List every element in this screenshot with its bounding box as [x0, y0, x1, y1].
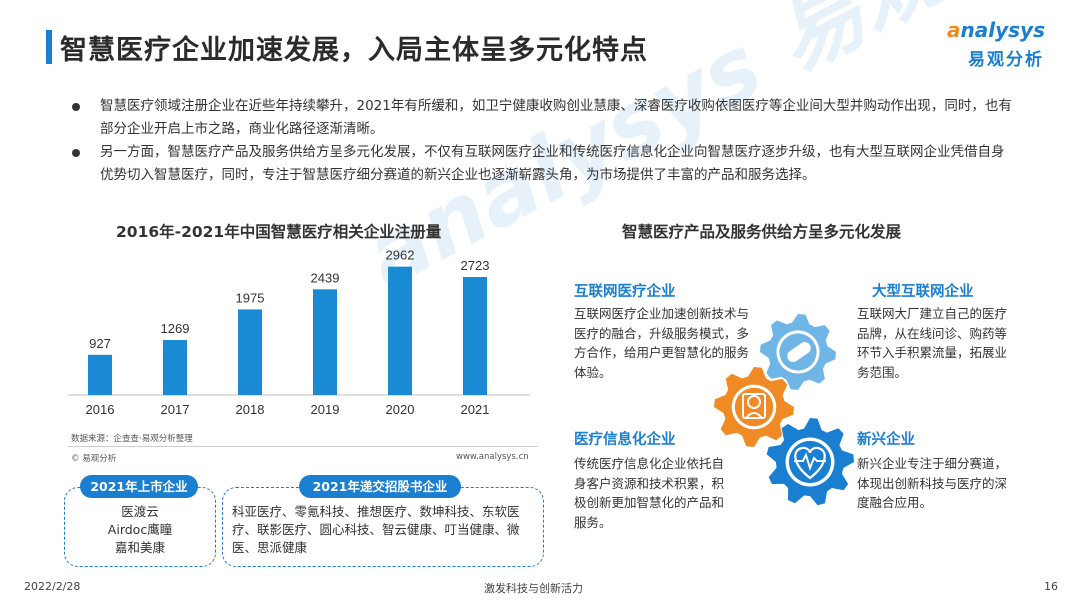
- bar: [313, 289, 337, 395]
- logo-cn: 易观分析: [968, 50, 1044, 70]
- bar-chart: 927 2016 1269 2017 1975 2018 2439 2019 2962 2020 2…: [68, 248, 530, 417]
- page-title: 智慧医疗企业加速发展，入局主体呈多元化特点: [60, 35, 648, 66]
- category-text: 互联网大厂建立自己的医疗品牌，从在线问诊、购药等环节入手积累流量，拓展业务范围。: [857, 306, 1008, 380]
- listed-company: Airdoc鹰瞳: [107, 522, 173, 537]
- heartbeat-gear-icon: [766, 418, 854, 506]
- category-title: 医疗信息化企业: [574, 432, 676, 448]
- data-label: 2439: [311, 270, 340, 285]
- bar: [388, 266, 412, 395]
- bar: [463, 277, 487, 395]
- bullet-item: 智慧医疗领域注册企业在近些年持续攀升，2021年有所缓和，如卫宁健康收购创业慧康…: [66, 95, 1016, 141]
- bullet-text: 另一方面，智慧医疗产品及服务供给方呈多元化发展，不仅有互联网医疗企业和传统医疗信…: [100, 144, 1005, 183]
- x-tick-label: 2017: [161, 402, 190, 417]
- divider: [68, 446, 538, 447]
- data-label: 2723: [461, 258, 490, 273]
- category-text: 新兴企业专注于细分赛道，体现出创新科技与医疗的深度融合应用。: [857, 456, 1008, 510]
- category-text: 传统医疗信息化企业依托自身客户资源和技术积累，积极创新更加智慧化的产品和服务。: [574, 456, 725, 530]
- ipo-label: 2021年递交招股书企业: [299, 475, 461, 498]
- listed-company: 嘉和美康: [114, 540, 165, 555]
- logo: analysys: [947, 18, 1045, 42]
- x-tick-label: 2018: [236, 402, 265, 417]
- logo-letter: a: [947, 18, 961, 42]
- chart-title: 2016年-2021年中国智慧医疗相关企业注册量: [116, 223, 442, 241]
- source-note: 数据来源：企查查·易观分析整理: [71, 434, 193, 444]
- x-tick-label: 2019: [311, 402, 340, 417]
- doctor-gear-icon: [714, 367, 794, 447]
- pill-gear-icon: [760, 314, 836, 390]
- x-tick-label: 2020: [386, 402, 415, 417]
- listed-label: 2021年上市企业: [80, 475, 198, 498]
- bullet-text: 智慧医疗领域注册企业在近些年持续攀升，2021年有所缓和，如卫宁健康收购创业慧康…: [100, 98, 1012, 137]
- ipo-companies: 科亚医疗、零氪科技、推想医疗、数坤科技、东软医疗、联影医疗、圆心科技、智云健康、…: [232, 504, 520, 555]
- listed-company: 医渡云: [121, 504, 159, 519]
- logo-word: nalysys: [960, 18, 1045, 42]
- category-title: 新兴企业: [857, 432, 915, 448]
- source-url: www.analysys.cn: [456, 452, 529, 462]
- section-title: 智慧医疗产品及服务供给方呈多元化发展: [622, 223, 902, 241]
- bullet-item: 另一方面，智慧医疗产品及服务供给方呈多元化发展，不仅有互联网医疗企业和传统医疗信…: [66, 141, 1016, 187]
- category-text: 互联网医疗企业加速创新技术与医疗的融合，升级服务模式，多方合作，给用户更智慧化的…: [574, 306, 750, 380]
- x-tick-label: 2016: [86, 402, 115, 417]
- copyright-note: © 易观分析: [71, 454, 117, 464]
- bullet-dot: [72, 103, 80, 111]
- data-label: 1975: [236, 290, 265, 305]
- data-label: 1269: [161, 321, 190, 336]
- title-accent-bar: [46, 30, 52, 64]
- bar: [88, 354, 112, 395]
- bar: [163, 340, 187, 395]
- category-title: 互联网医疗企业: [574, 284, 676, 300]
- listed-companies: 医渡云 Airdoc鹰瞳 嘉和美康: [64, 503, 216, 557]
- footer-date: 2022/2/28: [24, 580, 81, 593]
- bullet-dot: [72, 149, 80, 157]
- data-label: 2962: [386, 248, 415, 263]
- page-number: 16: [1044, 580, 1058, 593]
- bullet-list: 智慧医疗领域注册企业在近些年持续攀升，2021年有所缓和，如卫宁健康收购创业慧康…: [66, 95, 1016, 187]
- category-title: 大型互联网企业: [872, 284, 974, 300]
- x-tick-label: 2021: [461, 402, 490, 417]
- gears-graphic: [714, 314, 854, 506]
- data-label: 927: [89, 336, 111, 351]
- bar: [238, 309, 262, 395]
- footer-slogan: 激发科技与创新活力: [484, 582, 583, 595]
